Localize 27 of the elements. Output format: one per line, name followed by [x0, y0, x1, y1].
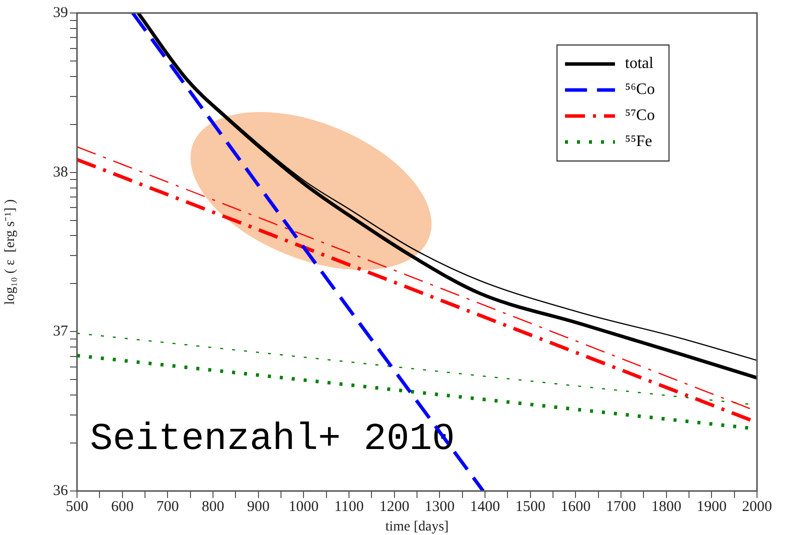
y-tick-label: 38 — [53, 164, 68, 180]
x-tick-label: 1300 — [424, 498, 455, 515]
x-tick-label: 1200 — [379, 498, 410, 515]
y-axis-title: log₁₀ ( ε [erg s⁻¹] ) — [3, 198, 18, 305]
x-tick-label: 1000 — [288, 498, 319, 515]
legend-label: ⁵⁵Fe — [625, 133, 652, 150]
x-tick-label: 900 — [247, 498, 270, 515]
x-tick-label: 1800 — [651, 498, 682, 515]
x-tick-label: 1500 — [515, 498, 546, 515]
legend-label: total — [625, 55, 654, 72]
x-tick-label: 1100 — [334, 498, 364, 515]
x-tick-label: 1900 — [696, 498, 727, 515]
y-tick-label: 36 — [53, 482, 68, 499]
x-tick-label: 700 — [156, 498, 179, 515]
annotation: Seitenzahl+ 2010 — [90, 418, 455, 461]
legend-label: ⁵⁷Co — [625, 107, 655, 124]
x-tick-label: 600 — [111, 498, 134, 515]
legend-label: ⁵⁶Co — [625, 81, 655, 98]
y-tick-label: 39 — [53, 4, 68, 21]
x-axis-title: time [days] — [385, 519, 449, 534]
x-tick-label: 800 — [202, 498, 224, 515]
x-tick-label: 1700 — [606, 498, 636, 515]
x-tick-label: 1400 — [470, 498, 500, 515]
x-tick-label: 500 — [66, 498, 88, 515]
y-tick-label: 37 — [53, 324, 68, 340]
x-tick-label: 2000 — [742, 498, 772, 515]
x-tick-label: 1600 — [560, 498, 591, 515]
